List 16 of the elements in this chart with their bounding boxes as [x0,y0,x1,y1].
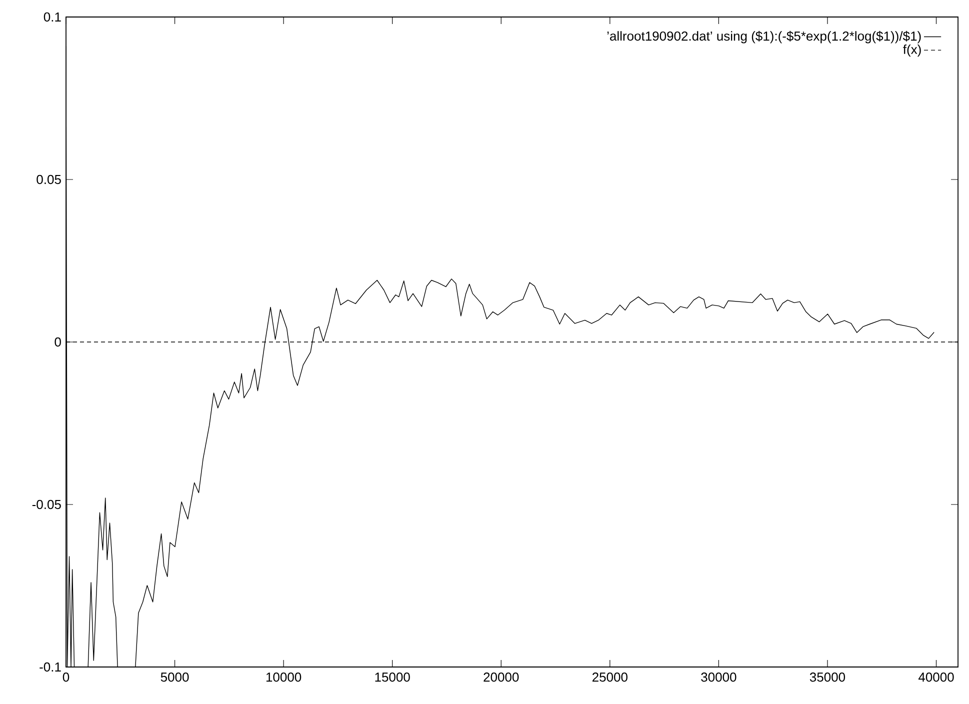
legend-label: f(x) [903,44,921,57]
x-tick-label: 0 [62,672,70,682]
y-tick-label: 0 [54,337,61,347]
x-tick-label: 35000 [810,672,846,682]
x-tick-label: 15000 [375,672,410,682]
x-tick-label: 30000 [701,672,736,682]
x-tick-label: 5000 [160,672,189,682]
x-tick-label: 20000 [484,672,519,682]
y-tick-label: -0.05 [32,500,61,510]
y-tick-label: 0.05 [36,174,61,184]
x-tick-label: 25000 [592,672,628,682]
x-tick-label: 40000 [918,672,954,682]
y-tick-label: -0.1 [40,662,61,672]
y-tick-label: 0.1 [44,12,61,22]
legend-label: ’allroot190902.dat’ using ($1):(-$5*exp(1.2*log($1))/$1) [607,30,921,44]
x-tick-label: 10000 [266,672,302,682]
